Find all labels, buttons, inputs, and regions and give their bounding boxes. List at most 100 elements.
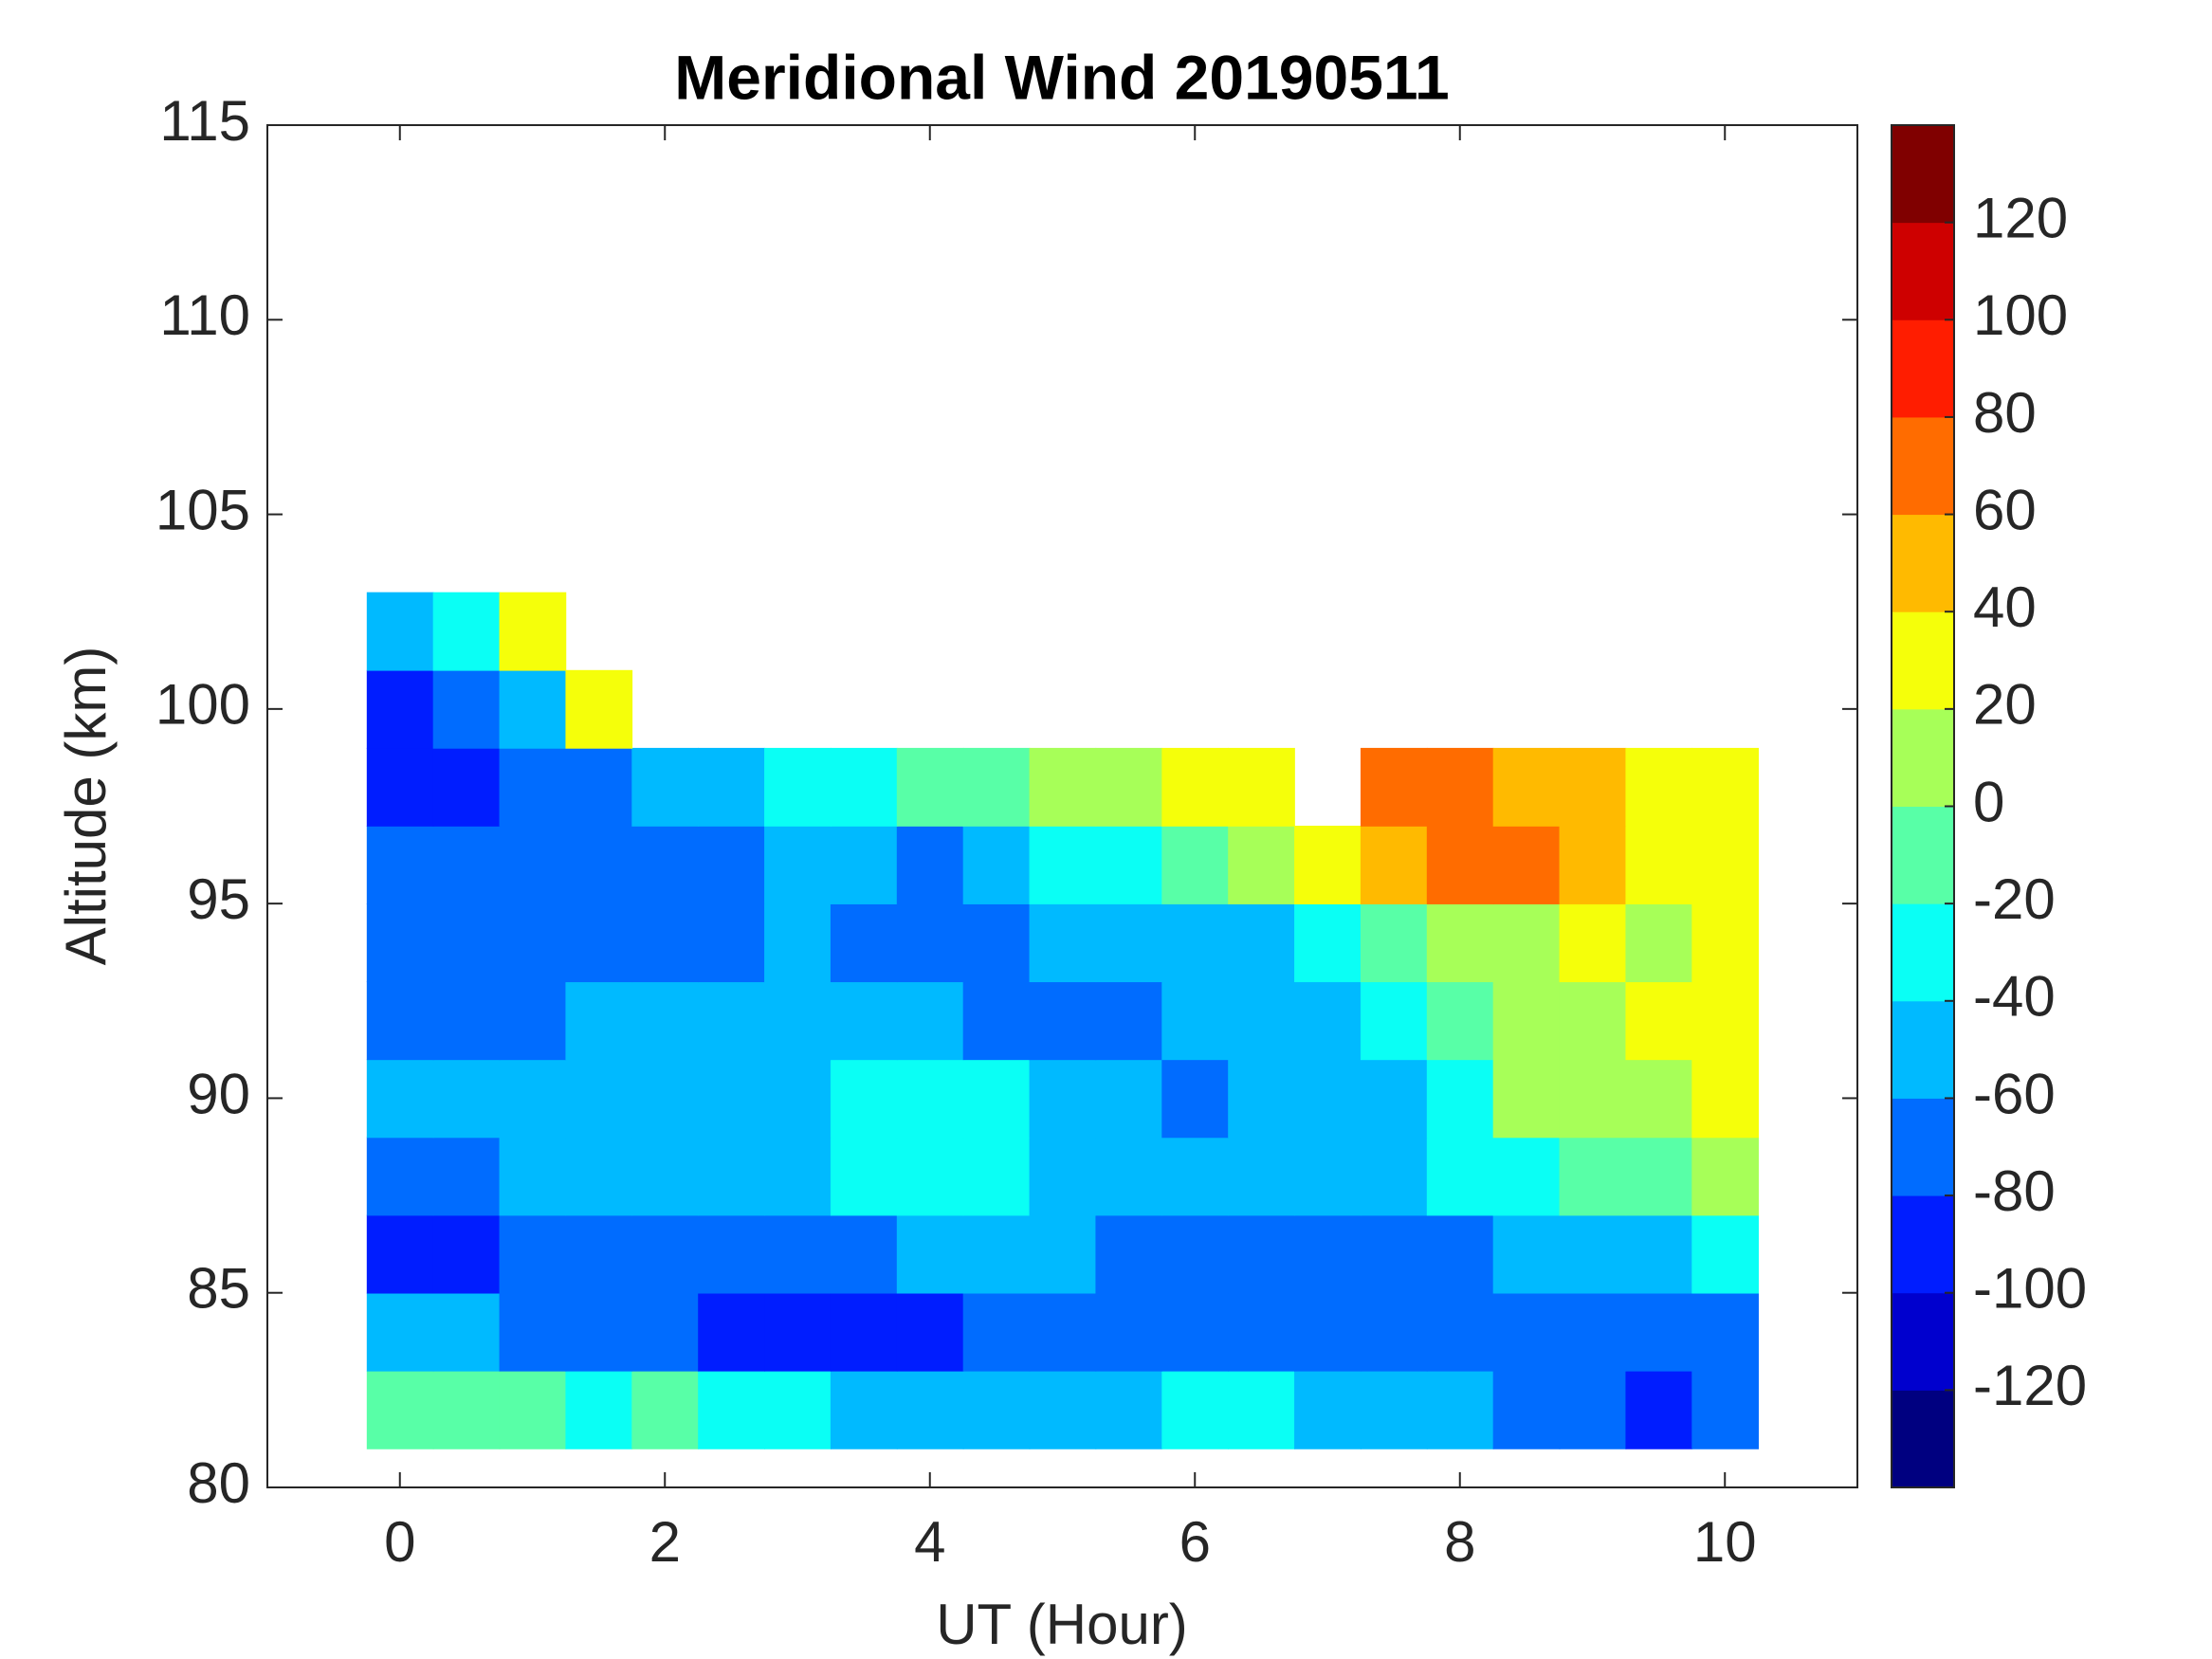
contour-cell (1492, 903, 1561, 983)
contour-cell (896, 1059, 964, 1139)
contour-cell (1228, 747, 1295, 827)
contour-cell (366, 1370, 434, 1449)
colorbar-tick-label: 80 (1973, 381, 2037, 445)
x-tick-label: 6 (1179, 1510, 1211, 1574)
contour-cell (764, 1292, 832, 1372)
contour-cell (1559, 1059, 1627, 1139)
contour-cell (1294, 1292, 1362, 1372)
contour-cell (631, 1059, 699, 1139)
contour-cell (764, 903, 832, 983)
contour-cell (1559, 981, 1627, 1061)
contour-cell (631, 1370, 699, 1449)
contour-cell (499, 981, 567, 1061)
contour-cell (962, 1214, 1031, 1294)
colorbar-tick-label: 40 (1973, 575, 2037, 639)
contour-cell (1095, 903, 1163, 983)
contour-cell (1228, 1214, 1295, 1294)
colorbar-bin (1892, 708, 1954, 807)
contour-cell (764, 1370, 832, 1449)
contour-cell (631, 1137, 699, 1216)
contour-cell (499, 669, 567, 749)
contour-cell (1492, 1059, 1561, 1139)
contour-cell (565, 1137, 633, 1216)
contour-cell (499, 592, 567, 671)
contour-cell (631, 1292, 699, 1372)
contour-cell (1294, 1059, 1362, 1139)
contour-cell (962, 747, 1031, 827)
contour-cell (1360, 826, 1428, 904)
contour-cell (1625, 981, 1693, 1061)
contour-cell (1029, 1292, 1097, 1372)
contour-cell (565, 903, 633, 983)
contour-cell (1559, 903, 1627, 983)
contour-cell (1029, 1059, 1097, 1139)
contour-cell (1095, 1292, 1163, 1372)
contour-cell (1691, 747, 1759, 827)
contour-cell (1625, 1292, 1693, 1372)
colorbar-bin (1892, 125, 1954, 224)
contour-cell (432, 1059, 501, 1139)
contour-cell (366, 826, 434, 904)
contour-cell (1294, 1214, 1362, 1294)
colorbar-bin (1892, 1292, 1954, 1391)
contour-cell (830, 1214, 898, 1294)
contour-cell (1625, 1370, 1693, 1449)
contour-cell (499, 1370, 567, 1449)
y-tick-label: 95 (187, 867, 250, 931)
contour-cell (1360, 1292, 1428, 1372)
colorbar-tick-label: 100 (1973, 283, 2068, 347)
contour-cell (432, 747, 501, 827)
contour-cell (698, 1370, 765, 1449)
contour-cell (1492, 981, 1561, 1061)
y-tick-label: 115 (159, 89, 250, 153)
contour-cell (830, 1292, 898, 1372)
contour-cell (1691, 826, 1759, 904)
contour-cell (698, 903, 765, 983)
contour-cell (1294, 1370, 1362, 1449)
contour-cell (962, 1370, 1031, 1449)
contour-cell (1228, 1059, 1295, 1139)
contour-cell (896, 1137, 964, 1216)
contour-cell (432, 826, 501, 904)
contour-cell (764, 826, 832, 904)
contour-cell (1228, 981, 1295, 1061)
contour-cell (764, 1214, 832, 1294)
contour-cell (764, 981, 832, 1061)
plot-frame (266, 124, 1858, 1488)
colorbar-tick-label: -60 (1973, 1062, 2056, 1125)
contour-cell (830, 1370, 898, 1449)
contour-cell (1095, 1214, 1163, 1294)
contour-cell (1559, 826, 1627, 904)
contour-cell (1360, 903, 1428, 983)
contour-cell (565, 1292, 633, 1372)
contour-cell (1691, 1214, 1759, 1294)
contour-cell (1029, 903, 1097, 983)
contour-cell (565, 826, 633, 904)
x-tick-label: 0 (384, 1510, 415, 1574)
contour-cell (1294, 826, 1362, 904)
contour-cell (1095, 826, 1163, 904)
colorbar-tick-label: 20 (1973, 673, 2037, 737)
y-tick-label: 85 (187, 1257, 250, 1321)
contour-cell (432, 1137, 501, 1216)
contour-cell (432, 981, 501, 1061)
contour-cell (830, 981, 898, 1061)
x-tick-label: 4 (914, 1510, 945, 1574)
contour-cell (1228, 1292, 1295, 1372)
contour-cell (366, 1214, 434, 1294)
colorbar-bin (1892, 319, 1954, 418)
colorbar-bin (1892, 416, 1954, 516)
contour-cell (1625, 826, 1693, 904)
contour-cell (366, 981, 434, 1061)
contour-cell (432, 1214, 501, 1294)
y-tick-label: 110 (159, 283, 250, 347)
contour-cell (1559, 747, 1627, 827)
contour-cell (1492, 1137, 1561, 1216)
contour-cell (1691, 981, 1759, 1061)
contour-cell (962, 826, 1031, 904)
contour-cell (499, 1059, 567, 1139)
contour-cell (1492, 1370, 1561, 1449)
contour-cell (631, 903, 699, 983)
y-tick-label: 100 (155, 673, 250, 737)
